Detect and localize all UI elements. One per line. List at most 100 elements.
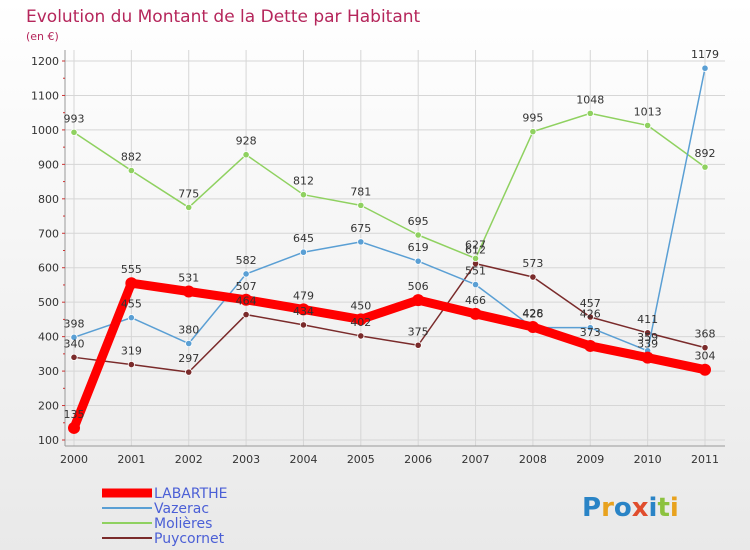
y-tick-labels: 100 200 300 400 500 600 700 800 900 1000 1100 1200 [31,55,65,447]
data-point [242,310,250,319]
data-point [701,163,709,171]
data-point [70,128,78,136]
data-label: 450 [350,299,371,312]
data-label: 627 [465,238,486,251]
chart-title: Evolution du Montant de la Dette par Hab… [26,7,421,27]
data-point [586,109,594,117]
data-label: 928 [236,135,257,148]
data-point [240,293,253,306]
data-point [125,277,138,290]
x-tick-label: 2001 [117,453,145,466]
data-label: 135 [64,408,85,421]
x-tick-label: 2005 [347,453,375,466]
data-point [701,64,709,72]
data-label: 995 [522,112,543,125]
data-label: 531 [178,272,199,285]
y-tick-label: 600 [38,262,59,275]
x-tick-label: 2011 [691,453,719,466]
y-tick-label: 300 [38,365,59,378]
data-label: 426 [522,308,543,321]
data-label: 359 [637,331,658,344]
svg-text:Proxiti: Proxiti [582,493,679,523]
gridlines [65,50,725,446]
data-label: 455 [121,298,142,311]
data-label: 582 [236,254,257,267]
data-point [584,339,597,352]
data-labels: 135 555 531 507 479 450 506 466 428 373 339 304 398 4… [64,48,720,421]
data-label: 612 [465,244,486,257]
data-point [586,324,594,332]
data-label: 812 [293,175,314,188]
data-point [354,313,367,326]
data-label: 1013 [634,105,662,118]
data-point [414,341,422,349]
data-label: 457 [580,297,601,310]
data-point [299,321,308,329]
data-label: 297 [178,352,199,365]
y-tick-label: 1100 [31,89,59,102]
data-point [529,273,537,281]
data-point [701,344,709,352]
legend-label: Molières [154,516,212,532]
data-label: 398 [64,317,85,330]
data-point [414,231,422,239]
data-label: 892 [695,147,716,160]
series-line-puycornet [73,262,706,373]
data-label: 619 [408,241,429,254]
data-point [299,248,308,256]
data-point [127,314,135,322]
data-label: 426 [580,308,601,321]
axes [64,50,725,447]
y-tick-label: 400 [38,331,59,344]
data-point [297,303,310,316]
y-tick-label: 1200 [31,55,59,68]
data-label: 375 [408,325,429,338]
data-label: 993 [64,112,85,125]
x-tick-labels: 2000 2001 2002 2003 2004 2005 2006 2007 2008 2009… [60,453,719,466]
data-label: 645 [293,232,314,245]
x-tick-label: 2004 [289,453,317,466]
data-point [70,333,78,341]
x-tick-label: 2003 [232,453,260,466]
data-label: 551 [465,265,486,278]
y-tick-label: 100 [38,434,59,447]
data-label: 775 [178,187,199,200]
y-tick-label: 500 [38,296,59,309]
data-point [357,332,365,340]
y-tick-label: 700 [38,227,59,240]
data-label: 507 [236,280,257,293]
y-tick-label: 800 [38,193,59,206]
data-point [699,363,711,376]
series-line-labarthe [69,278,710,433]
data-point [586,313,594,321]
data-point [185,203,193,212]
data-point [127,166,135,175]
data-point [127,360,135,369]
y-tick-label: 1000 [31,124,59,137]
data-point [185,368,193,376]
y-tick-label: 200 [38,400,59,413]
data-label: 411 [637,313,658,326]
data-point [471,281,480,289]
data-point [471,254,480,263]
x-tick-label: 2002 [175,453,203,466]
data-label: 434 [293,305,314,318]
data-point [644,121,652,130]
data-label: 882 [121,151,142,164]
data-point [182,285,195,298]
data-label: 319 [121,345,142,358]
y-tick-label: 900 [38,158,59,171]
data-label: 695 [408,215,429,228]
data-label: 675 [350,222,371,235]
data-point [357,238,365,246]
data-point [641,351,654,364]
x-tick-label: 2000 [60,453,88,466]
data-label: 466 [465,294,486,307]
series-line-vazerac [73,67,706,352]
data-label: 506 [408,280,429,293]
data-point [242,270,250,278]
data-label: 339 [637,338,658,351]
data-point [185,339,193,348]
data-point [412,294,425,307]
